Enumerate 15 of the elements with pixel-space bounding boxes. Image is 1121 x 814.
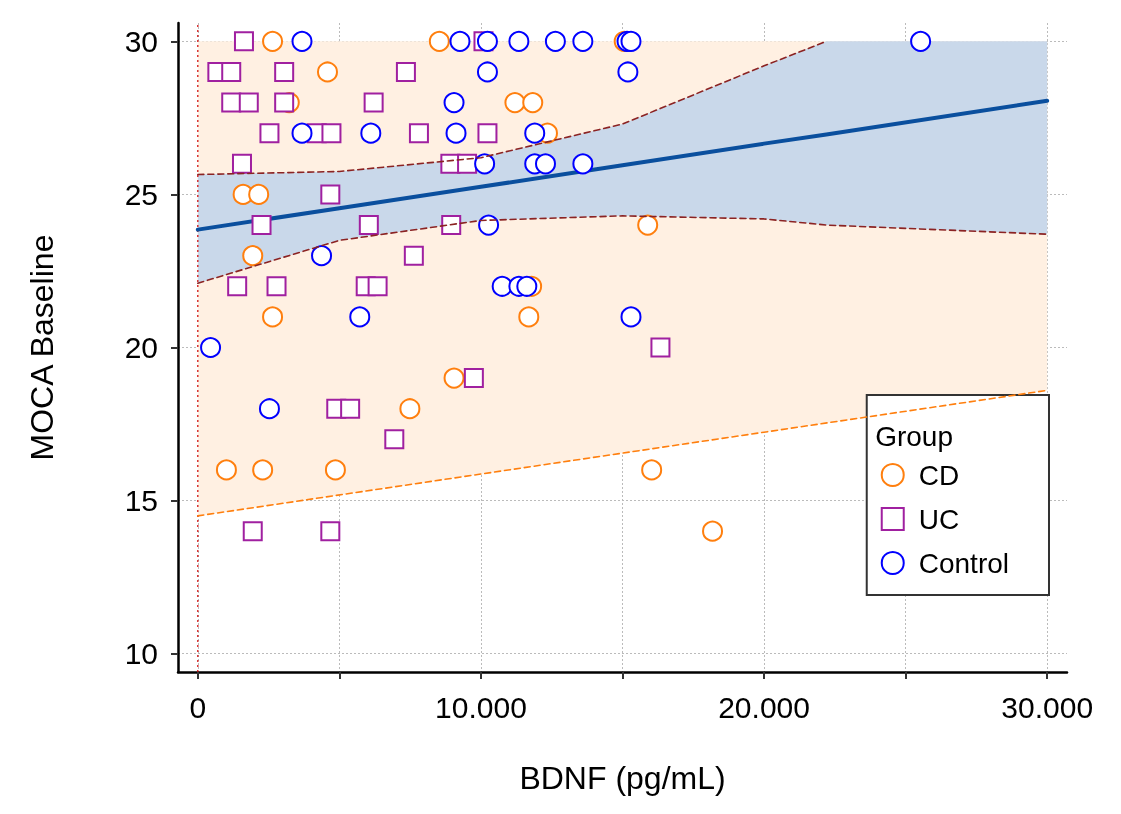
y-tick-label: 20 xyxy=(124,331,158,364)
y-tick-label: 10 xyxy=(124,637,158,671)
legend-label: Control xyxy=(918,547,1009,579)
x-tick-label: 30.000 xyxy=(1001,690,1094,724)
x-axis-title: BDNF (pg/mL) xyxy=(519,760,726,796)
legend-label: UC xyxy=(918,503,960,535)
x-tick-label: 10.000 xyxy=(435,690,527,724)
legend-label: CD xyxy=(918,459,960,491)
y-axis-title: MOCA Baseline xyxy=(24,234,60,461)
y-tick-label: 25 xyxy=(124,177,158,211)
y-tick-label: 30 xyxy=(124,24,158,58)
y-tick-label: 15 xyxy=(124,484,158,518)
legend-title: Group xyxy=(875,420,954,452)
x-tick-label: 0 xyxy=(189,690,207,724)
x-tick-label: 20.000 xyxy=(718,690,810,724)
